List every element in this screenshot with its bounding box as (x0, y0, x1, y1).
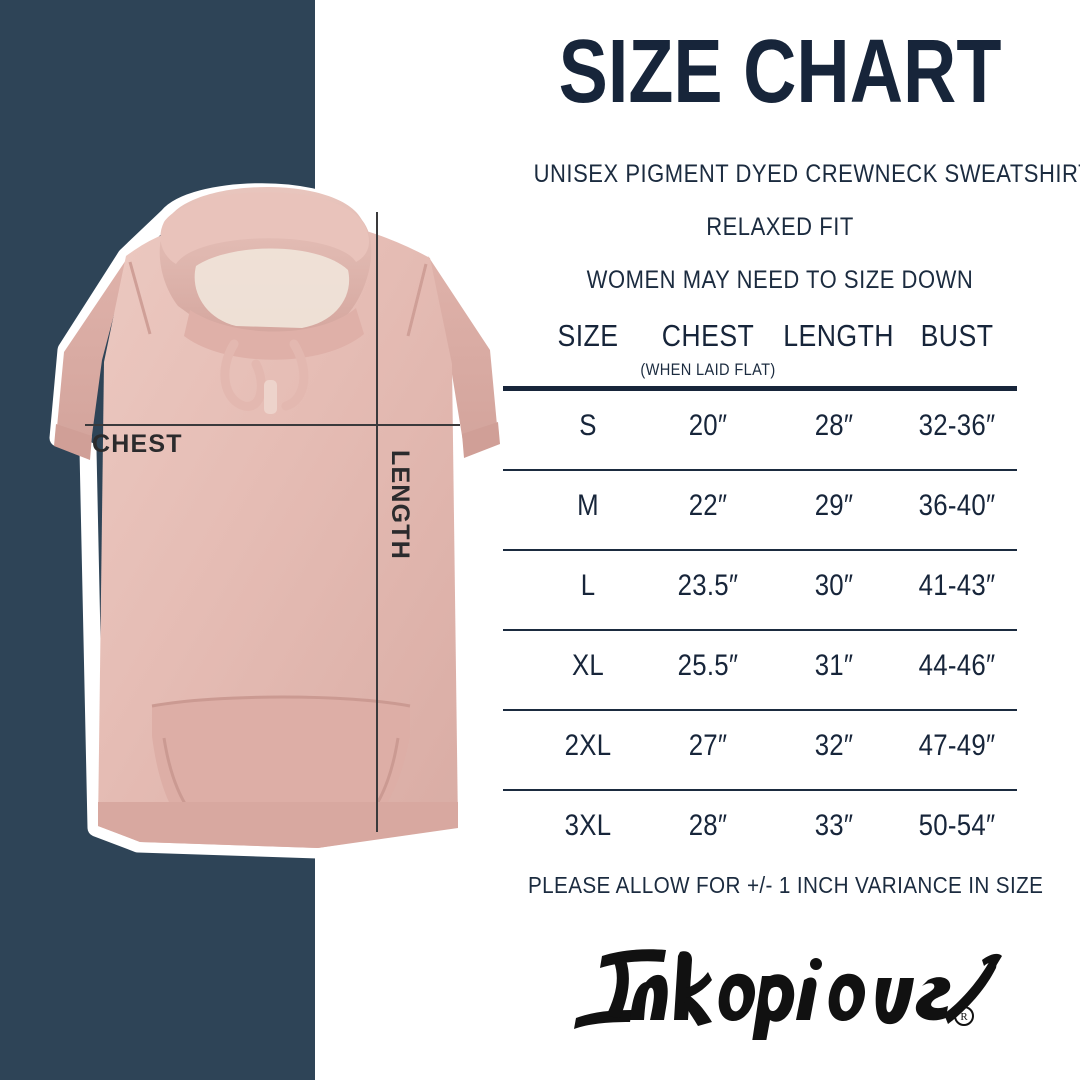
table-row: 2XL 27″ 32″ 47-49″ (503, 711, 1019, 789)
hood-edge (160, 192, 370, 264)
hood-lining (194, 248, 350, 328)
brand-logo: R (540, 930, 1020, 1042)
garment-photo: CHEST LENGTH (0, 0, 520, 1080)
cell-size: XL (571, 649, 605, 682)
cell-bust: 36-40″ (918, 489, 996, 522)
row-divider (503, 789, 1017, 791)
right-sleeve (428, 256, 498, 448)
cell-size: L (580, 569, 596, 602)
chest-label: CHEST (92, 430, 183, 458)
registered-trademark-icon: R (954, 1006, 974, 1026)
length-label: LENGTH (386, 450, 414, 560)
subtitle-product: UNISEX PIGMENT DYED CREWNECK SWEATSHIRT (533, 160, 1080, 188)
cell-bust: 44-46″ (918, 649, 996, 682)
cell-length: 33″ (814, 809, 854, 842)
subtitle-fit: RELAXED FIT (706, 213, 854, 241)
page-title: SIZE CHART (558, 22, 1002, 122)
hoodie-body (98, 216, 458, 848)
cell-chest: 27″ (688, 729, 728, 762)
cell-chest: 20″ (688, 409, 728, 442)
cell-chest: 23.5″ (677, 569, 739, 602)
row-divider (503, 549, 1017, 551)
chart-panel: SIZE CHART UNISEX PIGMENT DYED CREWNECK … (500, 0, 1080, 1080)
cell-size: 3XL (564, 809, 612, 842)
cell-bust: 47-49″ (918, 729, 996, 762)
drawstring (220, 339, 309, 411)
table-row: L 23.5″ 30″ 41-43″ (503, 551, 1019, 629)
chest-laid-flat-note: (WHEN LAID FLAT) (640, 360, 776, 379)
subtitle-group: UNISEX PIGMENT DYED CREWNECK SWEATSHIRT … (500, 160, 1080, 319)
cell-chest: 25.5″ (677, 649, 739, 682)
header-divider (503, 386, 1017, 391)
chest-measure-line (85, 424, 460, 426)
length-measure-line (376, 212, 378, 832)
cell-chest: 28″ (688, 809, 728, 842)
drawstring-aglet (264, 380, 277, 414)
hoodie-illustration (18, 138, 518, 868)
cell-length: 32″ (814, 729, 854, 762)
column-header-length: LENGTH (783, 318, 894, 353)
table-row: S 20″ 28″ 32-36″ (503, 391, 1019, 469)
cell-length: 30″ (814, 569, 854, 602)
cell-size: S (579, 409, 597, 442)
table-row: XL 25.5″ 31″ 44-46″ (503, 631, 1019, 709)
table-row: 3XL 28″ 33″ 50-54″ (503, 791, 1019, 869)
cell-bust: 41-43″ (918, 569, 996, 602)
cell-length: 28″ (814, 409, 854, 442)
hoodie-vector (49, 183, 505, 859)
row-divider (503, 709, 1017, 711)
right-cuff (462, 422, 500, 458)
column-header-chest: CHEST (661, 318, 755, 353)
svg-text:R: R (960, 1011, 968, 1023)
column-header-bust: BUST (920, 318, 994, 353)
table-header-row: SIZE CHEST LENGTH BUST (WHEN LAID FLAT) (503, 318, 1019, 386)
cell-length: 31″ (814, 649, 854, 682)
cell-size: 2XL (564, 729, 612, 762)
cell-chest: 22″ (688, 489, 728, 522)
cell-length: 29″ (814, 489, 854, 522)
row-divider (503, 629, 1017, 631)
pocket-seam (151, 695, 411, 708)
size-table: SIZE CHEST LENGTH BUST (WHEN LAID FLAT) … (503, 318, 1019, 869)
variance-disclaimer: PLEASE ALLOW FOR +/- 1 INCH VARIANCE IN … (528, 872, 1044, 898)
left-cuff (54, 424, 92, 460)
subtitle-advice: WOMEN MAY NEED TO SIZE DOWN (586, 266, 974, 294)
column-header-size: SIZE (557, 318, 619, 353)
row-divider (503, 469, 1017, 471)
table-row: M 22″ 29″ 36-40″ (503, 471, 1019, 549)
inkopious-wordmark: R (574, 949, 1002, 1042)
left-sleeve (56, 254, 130, 450)
cell-bust: 32-36″ (918, 409, 996, 442)
hem-band (98, 802, 458, 848)
cell-bust: 50-54″ (918, 809, 996, 842)
cell-size: M (577, 489, 599, 522)
